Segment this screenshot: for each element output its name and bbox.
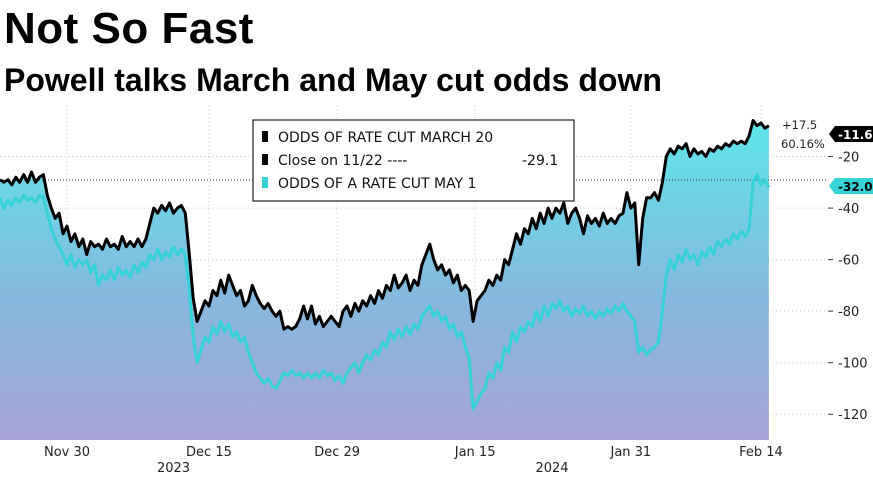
legend: ODDS OF RATE CUT MARCH 20 Close on 11/22… (252, 119, 575, 202)
chart-title: Not So Fast (4, 4, 254, 53)
top-value-label: +17.5 (782, 118, 817, 132)
y-tick-label: -20 (838, 151, 859, 166)
x-axis: Nov 30 Dec 15 Dec 29 Jan 15 Jan 31 Feb 14 2023… (44, 445, 783, 476)
y-tick-label: -80 (838, 305, 859, 320)
x-tick-label: Feb 14 (739, 445, 783, 460)
legend-label-close: Close on 11/22 ---- (278, 153, 407, 169)
y-tick-label: -120 (838, 408, 868, 423)
x-tick-label: Dec 29 (314, 445, 360, 460)
legend-label-march: ODDS OF RATE CUT MARCH 20 (278, 130, 493, 146)
y-tick-label: -100 (838, 357, 868, 372)
y-tick-label: -60 (838, 254, 859, 269)
last-value-may: -32.0 (838, 180, 873, 194)
y-tick-label: -40 (838, 202, 859, 217)
legend-swatch-may (262, 177, 268, 188)
year-label: 2024 (535, 461, 568, 476)
series-line-march (0, 119, 770, 331)
top-pct-label: 60.16% (781, 137, 825, 151)
last-value-tag-march: -11.6 (829, 126, 873, 142)
legend-value-close: -29.1 (522, 153, 558, 169)
chart-subtitle: Powell talks March and May cut odds down (4, 62, 662, 98)
area-fill (0, 120, 769, 440)
last-value-tag-may: -32.0 (829, 178, 873, 194)
year-label: 2023 (157, 461, 190, 476)
series-line-may (0, 173, 771, 411)
legend-swatch-march (262, 131, 268, 142)
x-tick-label: Jan 31 (609, 445, 651, 460)
legend-swatch-close (262, 154, 268, 165)
x-tick-label: Nov 30 (44, 445, 90, 460)
legend-label-may: ODDS OF A RATE CUT MAY 1 (278, 176, 476, 192)
last-value-march: -11.6 (838, 128, 873, 142)
x-tick-label: Dec 15 (186, 445, 232, 460)
x-tick-label: Jan 15 (454, 445, 496, 460)
y-axis: -20 -40 -60 -80 -100 -120 (828, 151, 868, 423)
